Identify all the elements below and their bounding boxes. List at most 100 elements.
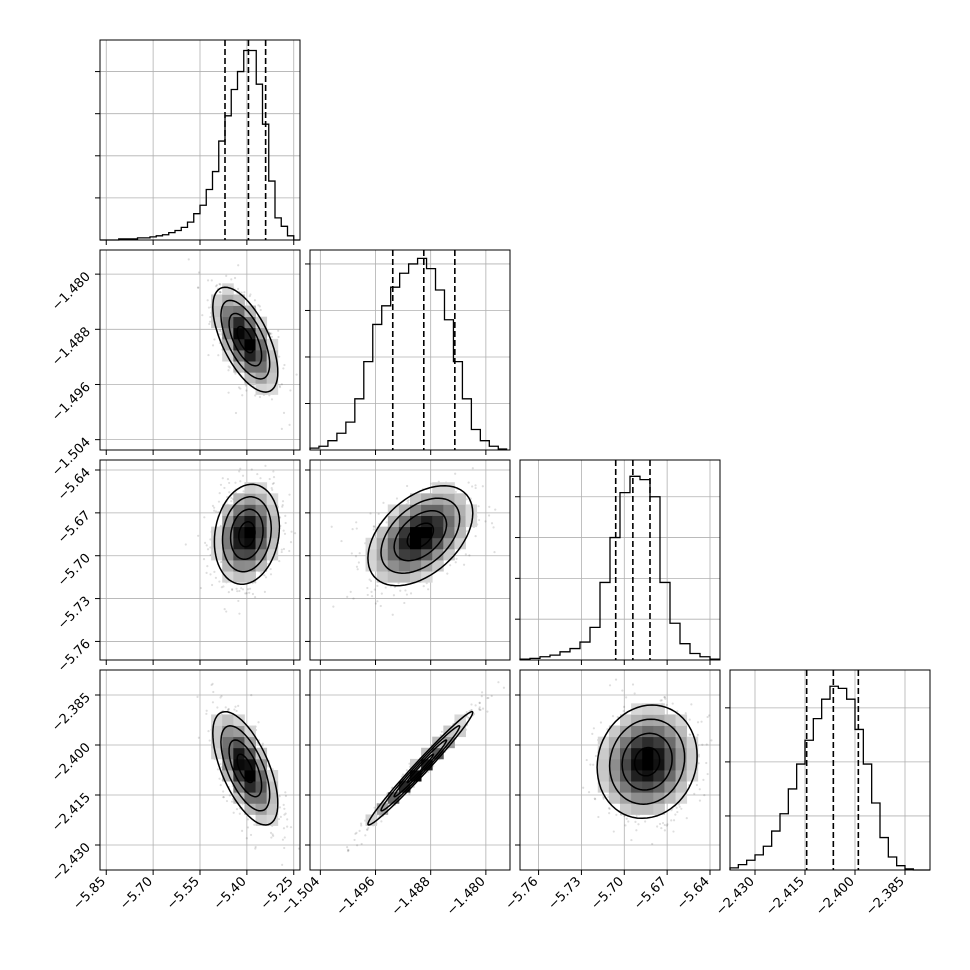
density-cell (255, 316, 268, 329)
scatter-point (705, 743, 708, 746)
scatter-point (663, 696, 666, 699)
scatter-point (284, 812, 287, 815)
scatter-point (284, 514, 287, 517)
scatter-point (286, 825, 289, 828)
scatter-point (206, 565, 209, 568)
density-cell (211, 294, 223, 306)
density-cell (620, 736, 632, 749)
scatter-point (210, 279, 213, 282)
y-tick-label: −5.67 (55, 508, 94, 547)
scatter-point (219, 330, 222, 333)
scatter-point (490, 694, 493, 698)
panel-frame (99, 249, 301, 451)
scatter-point (250, 468, 253, 471)
x-tick-label: −5.73 (545, 874, 584, 913)
scatter-point (378, 814, 381, 817)
density-cell (597, 736, 610, 749)
density-cell (686, 758, 699, 771)
scatter-point (607, 806, 611, 810)
scatter-point (487, 514, 491, 517)
density-cell (432, 504, 444, 516)
scatter-point (233, 708, 236, 711)
scatter-point (272, 481, 275, 485)
scatter-point (405, 593, 409, 596)
density-cell (653, 703, 665, 715)
density-cell (432, 515, 444, 528)
scatter-point (697, 753, 700, 756)
scatter-point (357, 561, 360, 564)
scatter-point (234, 491, 237, 494)
scatter-point (230, 500, 233, 503)
scatter-point (248, 294, 251, 298)
scatter-point (356, 568, 359, 571)
scatter-point (608, 812, 611, 815)
scatter-panel-4-2: −1.504 −1.496 −1.488 −1.480 (279, 669, 511, 919)
density-cell (387, 504, 400, 516)
scatter-point (248, 591, 251, 594)
scatter-point (663, 823, 666, 827)
density-cell (642, 747, 654, 760)
scatter-point (282, 367, 285, 370)
scatter-point (202, 557, 206, 561)
histogram-panel-3 (515, 459, 721, 665)
scatter-point (370, 594, 374, 598)
scatter-point (225, 610, 228, 613)
density-cell (410, 571, 422, 583)
scatter-point (644, 820, 647, 823)
scatter-point (480, 691, 484, 694)
density-cell (244, 316, 256, 329)
density-cell (410, 515, 422, 528)
scatter-point (659, 699, 662, 702)
density-cell (222, 548, 234, 561)
scatter-point (478, 707, 481, 710)
scatter-point (591, 732, 594, 736)
scatter-point (391, 613, 394, 616)
density-cell (233, 770, 245, 782)
scatter-point (633, 692, 636, 695)
scatter-point (209, 546, 212, 549)
density-cell (664, 792, 676, 804)
scatter-point (708, 714, 711, 717)
scatter-point (259, 477, 262, 480)
density-cell (233, 515, 245, 528)
scatter-point (696, 733, 699, 736)
scatter-point (350, 552, 353, 555)
scatter-point (656, 825, 659, 828)
density-cell (597, 747, 610, 760)
density-cell (211, 714, 223, 726)
density-cell (255, 814, 268, 826)
scatter-point (222, 585, 225, 588)
scatter-point (493, 551, 496, 554)
density-cell (244, 736, 256, 749)
density-cell (686, 736, 699, 749)
scatter-point (284, 791, 287, 794)
scatter-point (671, 702, 674, 705)
scatter-point (257, 304, 260, 307)
scatter-point (211, 701, 215, 704)
scatter-point (219, 283, 222, 286)
density-cell (266, 361, 279, 373)
scatter-point (284, 794, 288, 798)
scatter-point (232, 811, 235, 814)
scatter-point (205, 712, 208, 715)
scatter-point (220, 695, 223, 698)
scatter-point (205, 709, 208, 712)
scatter-point (239, 480, 242, 483)
panels-layer: −2.430 −2.415 −2.400 −2.385−1.504−1.496−1.4… (49, 39, 931, 919)
scatter-point (462, 563, 466, 566)
scatter-point (663, 696, 666, 699)
scatter-point (607, 795, 610, 799)
scatter-point (468, 709, 471, 713)
scatter-point (481, 485, 484, 488)
scatter-point (374, 602, 377, 605)
density-cell (443, 537, 455, 550)
scatter-point (272, 475, 276, 479)
scatter-point (227, 391, 230, 394)
scatter-point (208, 320, 212, 323)
scatter-point (594, 798, 597, 801)
density-cell (653, 792, 665, 804)
scatter-point (455, 557, 458, 561)
scatter-point (634, 820, 637, 823)
scatter-point (271, 482, 274, 485)
